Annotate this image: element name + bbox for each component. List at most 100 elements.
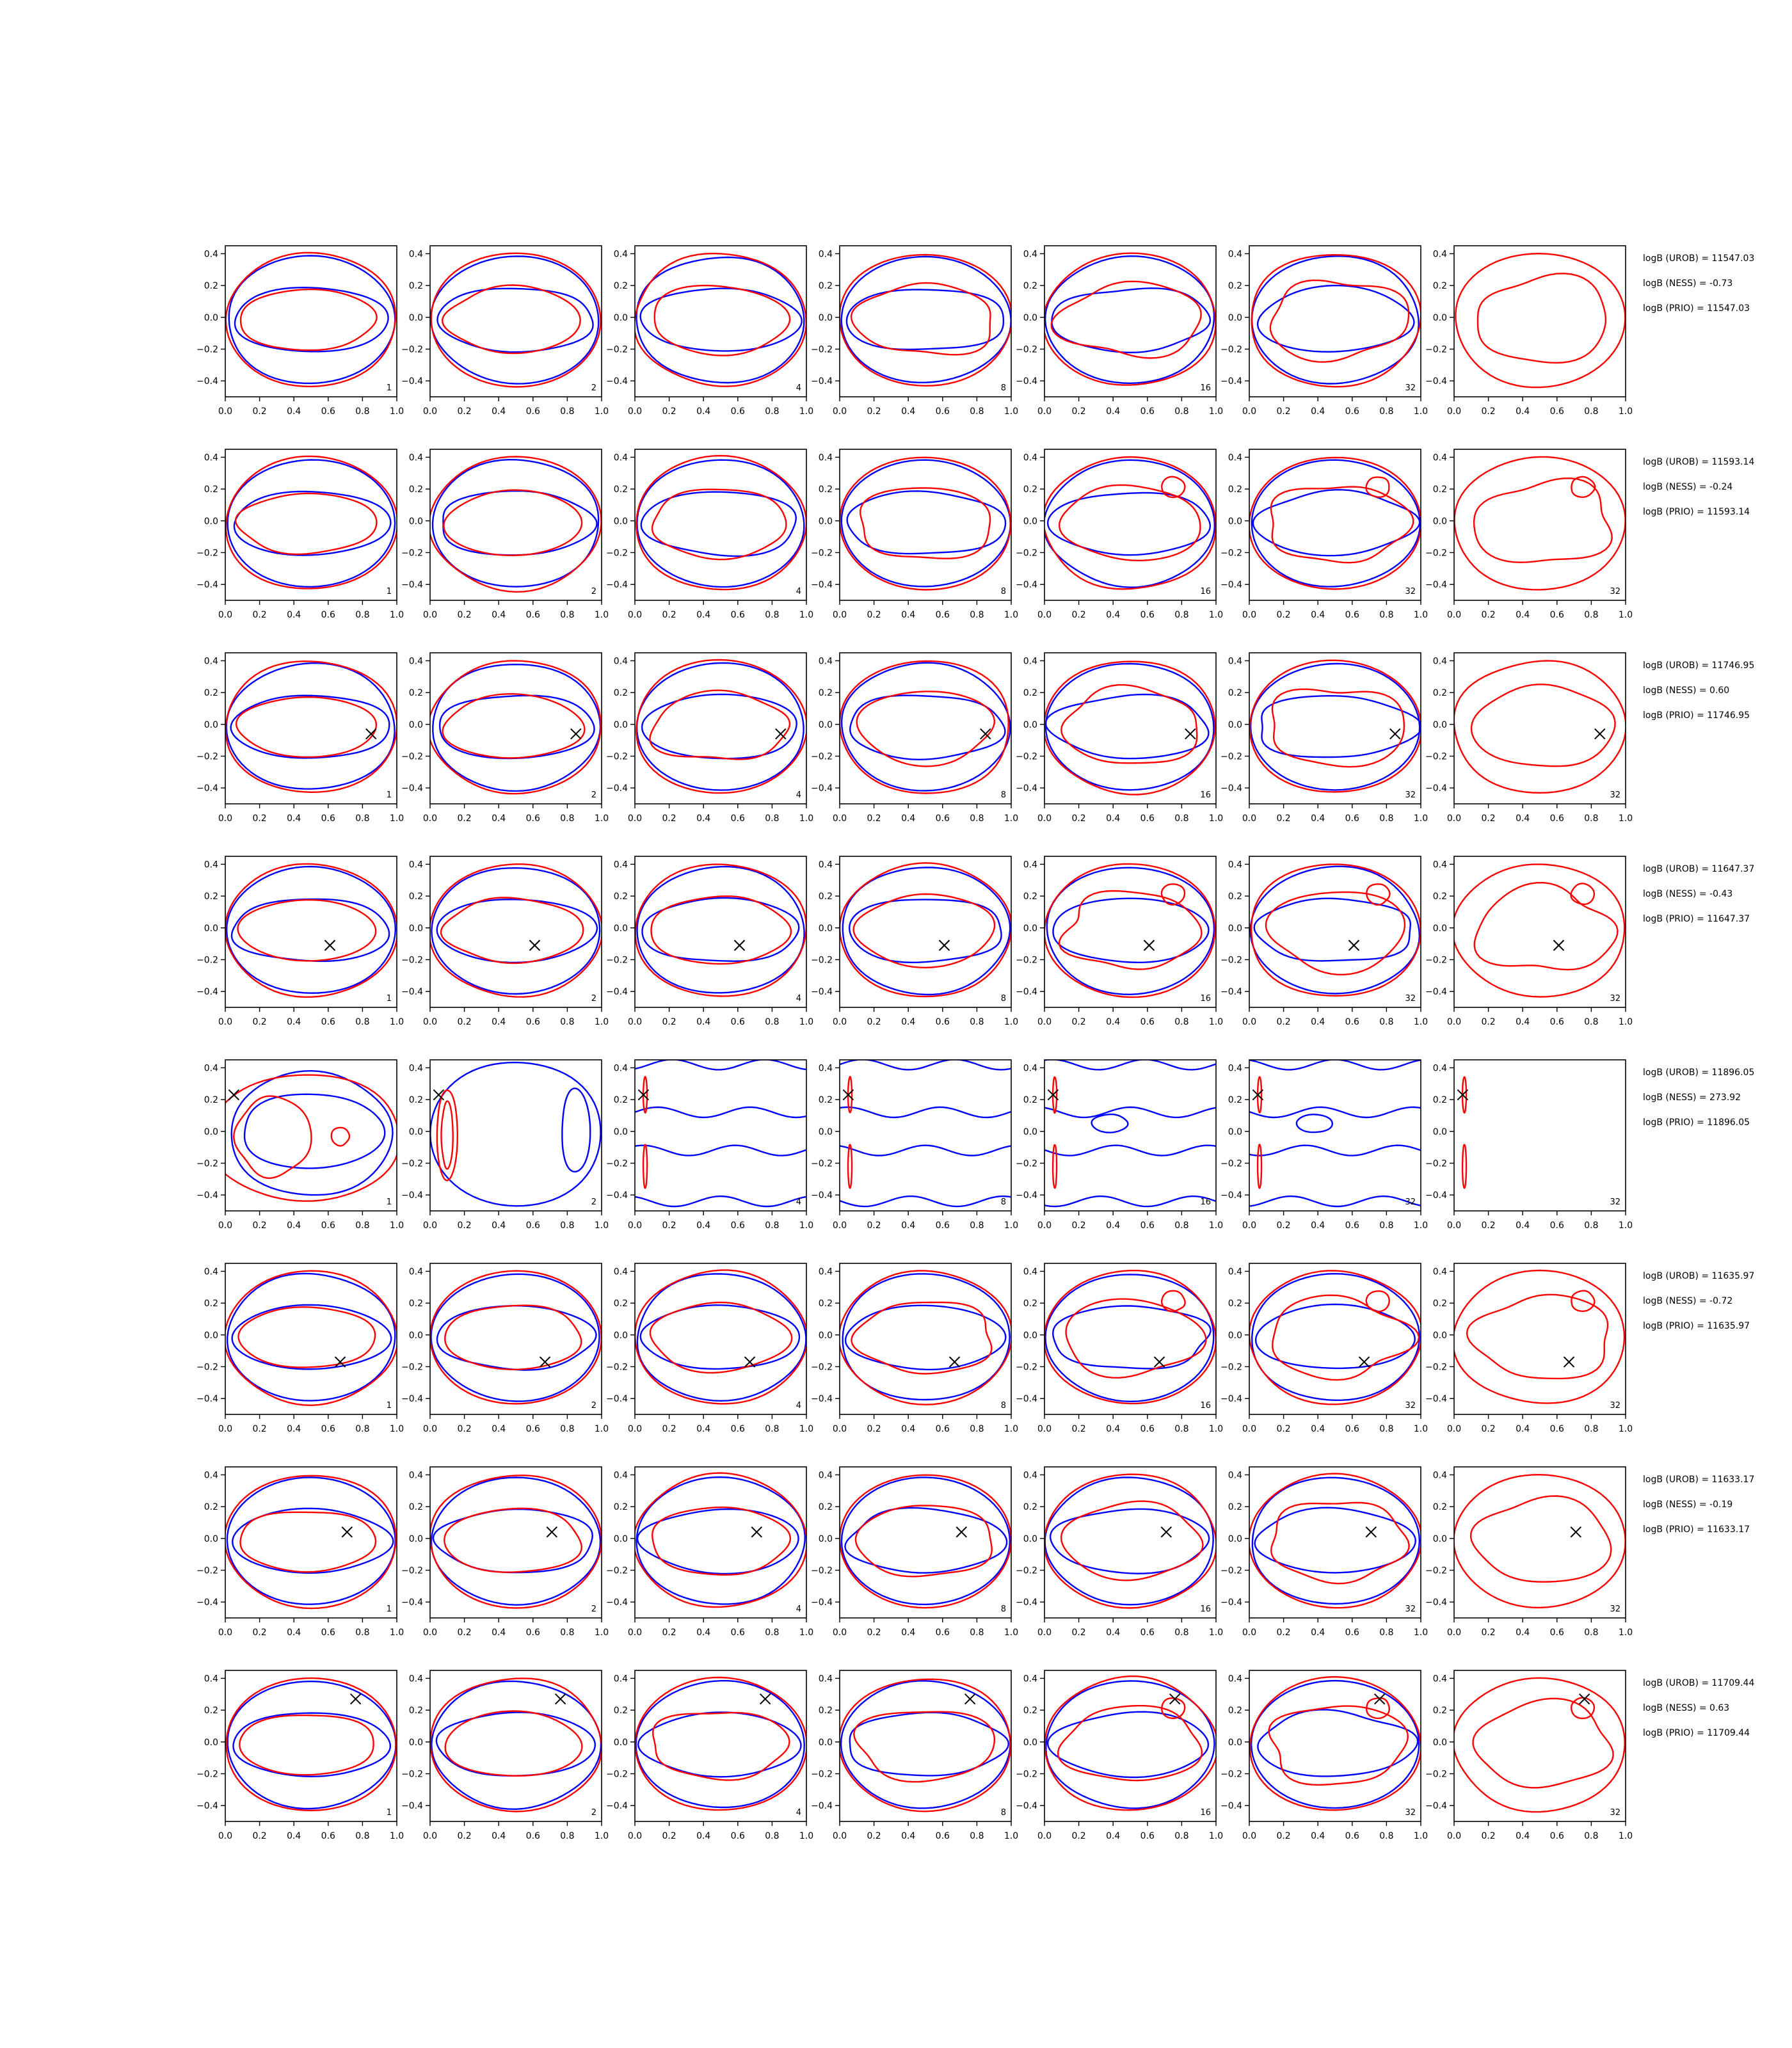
prior-contour-spot — [1571, 1290, 1596, 1312]
axes-frame — [225, 1263, 397, 1415]
panel-r7-c4: 0.0 0.2 0.4 0.6 0.8 1.0 −0.4 −0.2 0.0 0.2 0.4 8 — [811, 1466, 1018, 1638]
prior-contour-inner — [1269, 279, 1410, 363]
x-tick-label: 0.0 — [218, 1424, 232, 1434]
y-tick-label: 0.4 — [1228, 1267, 1242, 1277]
panel-r7-c5: 0.0 0.2 0.4 0.6 0.8 1.0 −0.4 −0.2 0.0 0.2 0.4 16 — [1016, 1466, 1223, 1638]
prior-contour-inner — [1265, 891, 1406, 975]
panel-count-label: 32 — [1610, 587, 1620, 596]
y-tick-label: −0.4 — [1220, 580, 1242, 590]
prior-contour-inner — [440, 897, 584, 964]
x-tick-label: 1.0 — [1414, 610, 1428, 620]
y-tick-label: −0.4 — [1016, 1597, 1037, 1608]
y-tick-label: −0.2 — [1016, 1158, 1037, 1169]
panel-count-label: 32 — [1405, 994, 1416, 1004]
y-tick-label: −0.2 — [1425, 955, 1447, 965]
x-tick-label: 0.8 — [1379, 1628, 1393, 1638]
y-tick-label: 0.2 — [614, 281, 628, 291]
y-tick-label: 0.0 — [409, 1331, 423, 1341]
panel-r2-c7: 0.0 0.2 0.4 0.6 0.8 1.0 −0.4 −0.2 0.0 0.2 0.4 32 — [1425, 449, 1633, 620]
panel-r1-c6: 0.0 0.2 0.4 0.6 0.8 1.0 −0.4 −0.2 0.0 0.2 0.4 32 — [1220, 245, 1428, 417]
x-tick-label: 0.6 — [526, 1628, 540, 1638]
contour-lines — [430, 252, 602, 388]
x-tick-label: 0.6 — [731, 1424, 745, 1434]
y-tick-label: 0.4 — [204, 249, 218, 259]
uniform-contour-outer — [228, 255, 396, 385]
prior-contour-outer — [1044, 1270, 1216, 1405]
contour-lines — [840, 1270, 1011, 1405]
x-tick-label: 0.6 — [321, 1424, 335, 1434]
x-tick-label: 0.6 — [1140, 1831, 1155, 1841]
panel-r6-c1: 0.0 0.2 0.4 0.6 0.8 1.0 −0.4 −0.2 0.0 0.2 0.4 1 — [196, 1263, 404, 1434]
x-tick-label: 0.6 — [526, 1017, 540, 1027]
prior-contour-outer — [1044, 660, 1216, 796]
x-tick-label: 0.4 — [901, 1628, 915, 1638]
panel-count-label: 1 — [387, 587, 392, 596]
prior-contour-outer — [636, 454, 806, 591]
y-tick-label: 0.4 — [1433, 249, 1447, 259]
x-marker — [1047, 1089, 1059, 1101]
y-tick-label: −0.4 — [606, 1190, 628, 1201]
prior-contour-inner — [1060, 684, 1198, 764]
x-tick-label: 0.6 — [1140, 1628, 1155, 1638]
y-tick-label: −0.2 — [811, 751, 833, 762]
x-tick-label: 0.6 — [1550, 1424, 1564, 1434]
y-tick-label: −0.4 — [606, 1394, 628, 1404]
x-tick-label: 0.0 — [1447, 406, 1461, 417]
y-tick-label: 0.4 — [409, 1674, 423, 1684]
y-tick-label: −0.4 — [606, 580, 628, 590]
x-tick-label: 0.2 — [662, 1424, 676, 1434]
y-tick-label: 0.4 — [1433, 1674, 1447, 1684]
row-3-stats: logB (UROB) = 11746.95 logB (NESS) = 0.60… — [1643, 660, 1754, 721]
y-tick-label: −0.2 — [1425, 1158, 1447, 1169]
y-tick-label: −0.2 — [1016, 955, 1037, 965]
y-tick-label: −0.2 — [606, 751, 628, 762]
axes-frame — [1044, 652, 1217, 804]
y-tick-label: −0.4 — [1425, 376, 1447, 387]
axes-frame — [634, 449, 807, 601]
x-marker — [775, 728, 787, 740]
y-tick-label: 0.0 — [409, 720, 423, 730]
y-tick-label: 0.0 — [409, 1738, 423, 1748]
prior-contour-inner — [234, 492, 378, 556]
x-marker — [554, 1693, 566, 1705]
panel-count-label: 8 — [1001, 1604, 1006, 1614]
y-tick-label: −0.2 — [1016, 1769, 1037, 1779]
x-tick-label: 1.0 — [1414, 1628, 1428, 1638]
uniform-contour-inner — [232, 1507, 394, 1574]
panel-count-label: 16 — [1200, 383, 1211, 393]
contour-lines — [1044, 1473, 1216, 1609]
y-tick-label: 0.4 — [409, 860, 423, 870]
prior-contour-outer — [1249, 1270, 1421, 1405]
panel-r1-c1: 0.0 0.2 0.4 0.6 0.8 1.0 −0.4 −0.2 0.0 0.2 0.4 1 — [196, 245, 404, 417]
y-tick-label: 0.0 — [1433, 313, 1447, 323]
panel-count-label: 2 — [591, 383, 596, 393]
panel-count-label: 2 — [591, 1401, 596, 1411]
x-tick-label: 0.0 — [423, 406, 437, 417]
contour-lines — [225, 1475, 397, 1610]
logb-stat: logB (PRIO) = 11593.14 — [1643, 507, 1750, 517]
contour-lines — [1249, 1060, 1421, 1208]
y-tick-label: 0.4 — [1228, 1674, 1242, 1684]
y-tick-label: 0.4 — [204, 1267, 218, 1277]
panel-r3-c4: 0.0 0.2 0.4 0.6 0.8 1.0 −0.4 −0.2 0.0 0.2 0.4 8 — [811, 652, 1018, 824]
axes-frame — [634, 1263, 807, 1415]
y-tick-label: −0.4 — [401, 783, 423, 794]
y-tick-label: 0.0 — [1433, 1738, 1447, 1748]
x-marker — [1185, 728, 1196, 740]
logb-stat: logB (NESS) = -0.73 — [1643, 278, 1732, 289]
panel-count-label: 32 — [1610, 1808, 1620, 1818]
uniform-contour-island — [1295, 1114, 1333, 1133]
x-tick-label: 0.0 — [218, 1831, 232, 1841]
panel-r6-c5: 0.0 0.2 0.4 0.6 0.8 1.0 −0.4 −0.2 0.0 0.2 0.4 16 — [1016, 1263, 1223, 1434]
x-tick-label: 1.0 — [1619, 1628, 1633, 1638]
prior-contour-inner — [1271, 688, 1405, 768]
prior-contour-inner — [651, 488, 787, 561]
y-tick-label: 0.4 — [614, 1267, 628, 1277]
x-tick-label: 0.0 — [1037, 1628, 1052, 1638]
prior-contour-outer — [225, 863, 397, 998]
x-marker — [980, 728, 991, 740]
x-tick-label: 0.2 — [867, 1831, 881, 1841]
panel-count-label: 8 — [1001, 1808, 1006, 1818]
prior-contour-outer — [636, 659, 806, 794]
y-tick-label: −0.4 — [196, 376, 218, 387]
